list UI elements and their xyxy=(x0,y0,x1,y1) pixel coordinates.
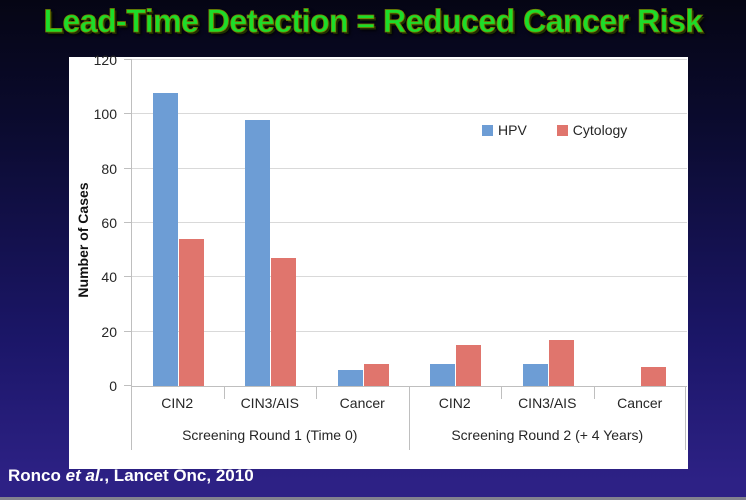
hpv-bar xyxy=(245,119,271,386)
cytology-bar xyxy=(178,239,204,386)
category-tick xyxy=(501,386,502,399)
gridline xyxy=(132,276,687,278)
category-slot xyxy=(317,60,410,386)
y-tick xyxy=(124,385,132,386)
group-labels: Screening Round 1 (Time 0) Screening Roun… xyxy=(131,419,686,450)
bars xyxy=(132,60,687,386)
gridline xyxy=(132,167,687,169)
chart-panel: Number of Cases 0 20 40 60 80 100 120 HPV Cytol… xyxy=(69,52,688,469)
category-tick xyxy=(316,386,317,399)
category-label: CIN3/AIS xyxy=(240,394,299,411)
slide-title: Lead-Time Detection = Reduced Cancer Ris… xyxy=(43,3,703,40)
hpv-bar xyxy=(430,364,456,386)
group-divider xyxy=(408,386,410,450)
category-slot xyxy=(410,60,503,386)
legend-label: Cytology xyxy=(572,122,628,138)
y-tick xyxy=(124,59,132,60)
category-label: CIN2 xyxy=(161,394,194,411)
x-axis: CIN2 CIN3/AIS Cancer CIN2 CIN3/AIS Cancer Scr… xyxy=(131,386,686,450)
gridline xyxy=(132,330,687,332)
cytology-legend-swatch xyxy=(556,124,568,136)
y-tick xyxy=(124,167,132,169)
cytology-bar xyxy=(271,258,297,386)
legend: HPV Cytology xyxy=(482,122,627,138)
y-tick-label: 60 xyxy=(101,215,117,231)
gridline xyxy=(132,113,687,115)
cytology-bar xyxy=(548,339,574,386)
y-axis-labels: 0 20 40 60 80 100 120 xyxy=(69,52,125,394)
hpv-bar xyxy=(522,364,548,386)
category-label: CIN2 xyxy=(438,394,471,411)
category-slot xyxy=(225,60,318,386)
y-tick xyxy=(124,113,132,115)
group-divider xyxy=(685,386,686,450)
group-label: Screening Round 2 (+ 4 Years) xyxy=(451,426,644,443)
citation-etal: et al. xyxy=(65,466,105,485)
category-label: Cancer xyxy=(339,394,385,411)
category-label: Cancer xyxy=(617,394,663,411)
category-slot xyxy=(502,60,595,386)
cytology-bar xyxy=(641,366,667,386)
y-tick-label: 20 xyxy=(101,323,117,340)
y-tick-label: 40 xyxy=(101,269,117,286)
group-label: Screening Round 1 (Time 0) xyxy=(182,426,358,443)
hpv-legend-swatch xyxy=(482,124,493,136)
citation-rest: , Lancet Onc, 2010 xyxy=(104,466,254,485)
y-tick-label: 100 xyxy=(93,106,117,123)
y-tick xyxy=(124,276,132,278)
y-tick xyxy=(124,222,132,223)
legend-label: HPV xyxy=(498,122,527,138)
y-tick-label: 120 xyxy=(93,52,117,68)
category-labels: CIN2 CIN3/AIS Cancer CIN2 CIN3/AIS Cancer xyxy=(131,386,686,419)
citation-author: Ronco xyxy=(8,466,66,485)
bottom-rule xyxy=(0,497,746,500)
group-divider xyxy=(131,386,132,450)
category-tick xyxy=(593,386,595,399)
legend-entry: HPV xyxy=(482,122,527,138)
cytology-bar xyxy=(456,345,482,386)
cytology-bar xyxy=(363,364,389,386)
gridlines xyxy=(132,59,687,386)
y-tick-label: 80 xyxy=(101,160,117,177)
y-tick-label: 0 xyxy=(109,378,117,394)
y-tick xyxy=(124,330,132,332)
legend-entry: Cytology xyxy=(556,122,628,138)
category-slot xyxy=(595,60,688,386)
gridline xyxy=(132,59,687,60)
citation: Ronco et al., Lancet Onc, 2010 xyxy=(8,466,254,486)
gridline xyxy=(132,222,687,223)
hpv-bar xyxy=(152,92,178,386)
category-tick xyxy=(223,386,225,399)
plot-area: HPV Cytology xyxy=(124,59,687,387)
category-slot xyxy=(132,60,225,386)
category-label: CIN3/AIS xyxy=(518,394,577,411)
hpv-bar xyxy=(337,369,363,386)
